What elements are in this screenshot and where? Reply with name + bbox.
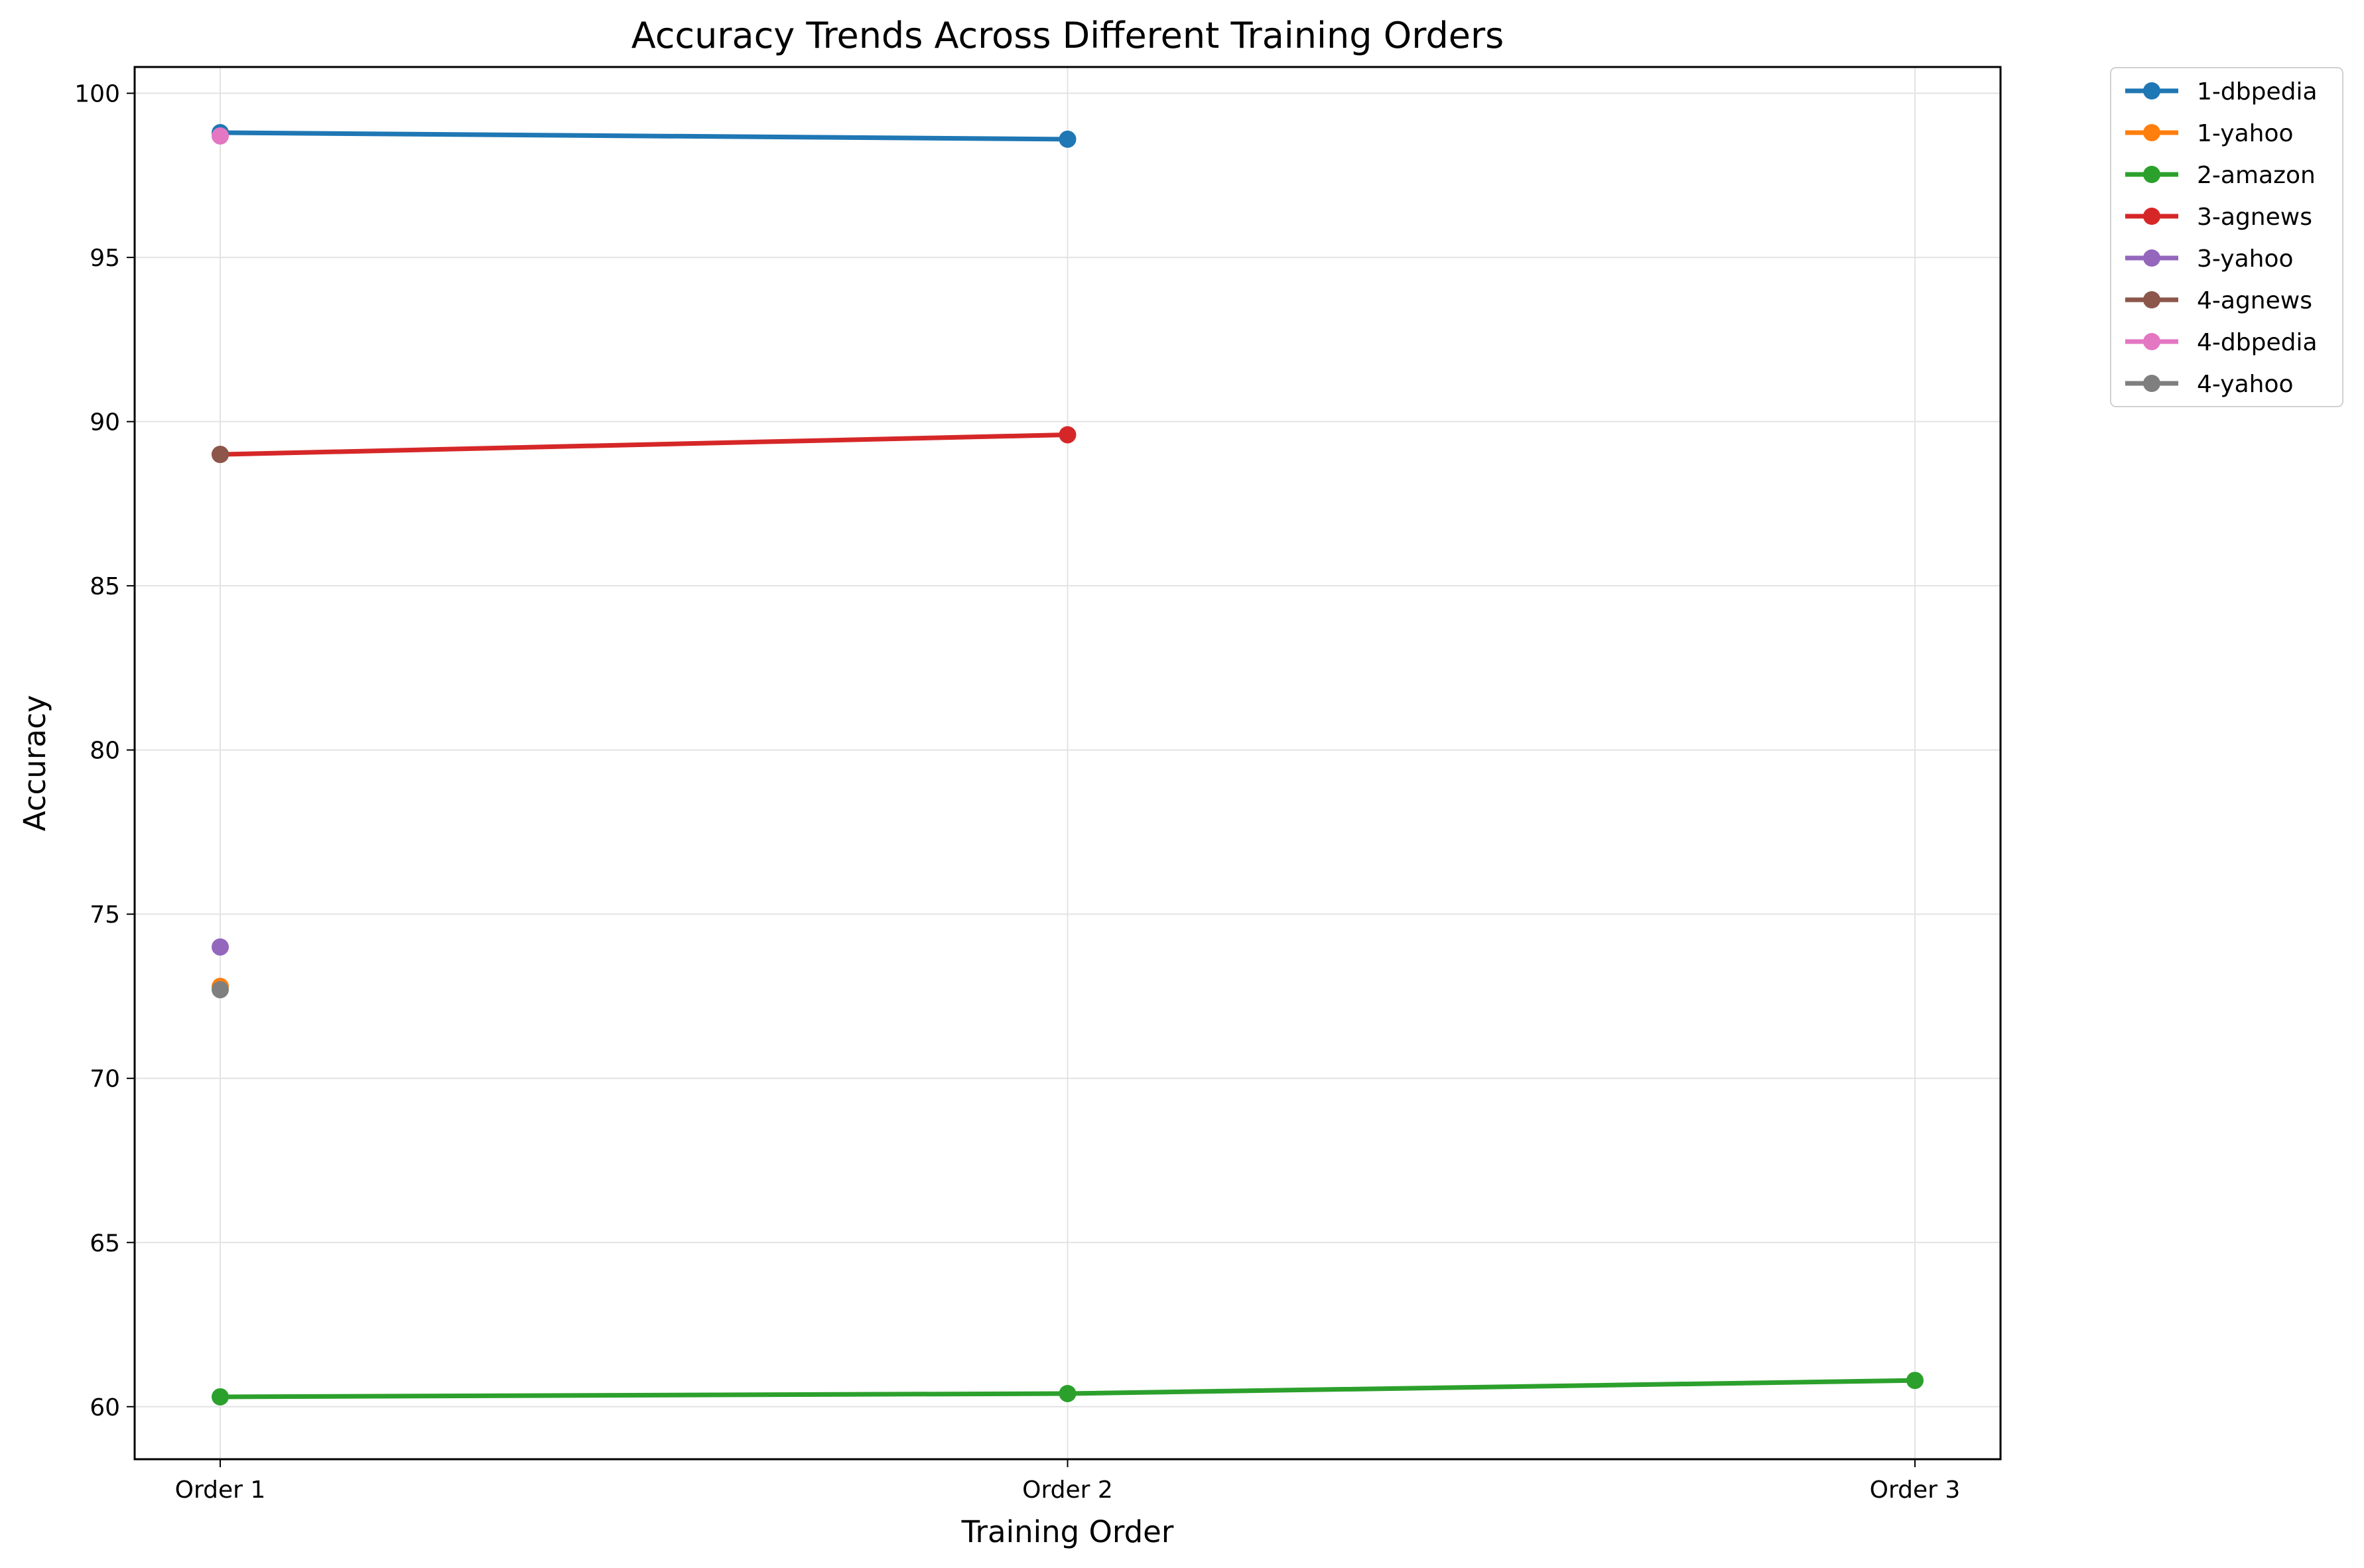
y-tick-label: 95	[90, 245, 120, 272]
y-tick-label: 85	[90, 573, 120, 600]
series-4-yahoo	[212, 981, 229, 999]
legend-item-2-amazon: 2-amazon	[2125, 162, 2316, 189]
legend-label: 3-yahoo	[2197, 245, 2294, 273]
legend-item-4-dbpedia: 4-dbpedia	[2125, 329, 2318, 356]
legend-marker	[2143, 166, 2160, 183]
y-tick-label: 75	[90, 901, 120, 929]
legend-item-3-agnews: 3-agnews	[2125, 204, 2312, 231]
legend-label: 4-yahoo	[2197, 371, 2294, 398]
grid-lines	[135, 67, 2001, 1459]
legend-item-3-yahoo: 3-yahoo	[2125, 245, 2294, 273]
axis-ticks: Order 1 Order 2 Order 3 60 65 70 75 80 85 90 95 100	[74, 81, 1960, 1504]
legend-marker	[2143, 375, 2160, 392]
chart-title: Accuracy Trends Across Different Trainin…	[631, 15, 1504, 56]
x-tick-label: Order 3	[1870, 1476, 1961, 1504]
series-4-agnews	[212, 446, 229, 464]
data-point	[212, 1388, 229, 1405]
legend-marker	[2143, 124, 2160, 141]
data-point	[1059, 130, 1077, 148]
legend: 1-dbpedia 1-yahoo 2-amazon 3-agnews 3-yahoo 4…	[2110, 67, 2343, 407]
legend-marker	[2143, 249, 2160, 267]
y-tick-label: 100	[74, 81, 120, 108]
legend-marker	[2143, 291, 2160, 308]
series-2-amazon	[212, 1372, 1924, 1405]
data-point	[212, 981, 229, 999]
x-tick-label: Order 1	[175, 1476, 266, 1504]
y-tick-label: 90	[90, 409, 120, 436]
legend-label: 1-yahoo	[2197, 120, 2294, 147]
series-line	[218, 432, 1071, 457]
legend-item-1-yahoo: 1-yahoo	[2125, 120, 2294, 147]
legend-label: 4-agnews	[2197, 287, 2312, 314]
legend-marker	[2143, 82, 2160, 99]
data-point	[1059, 426, 1077, 444]
series-3-yahoo	[212, 938, 229, 956]
legend-label: 1-dbpedia	[2197, 78, 2318, 105]
x-axis-title: Training Order	[961, 1514, 1174, 1549]
legend-item-1-dbpedia: 1-dbpedia	[2125, 78, 2318, 105]
data-point	[1059, 1384, 1077, 1402]
y-tick-label: 80	[90, 738, 120, 765]
legend-label: 4-dbpedia	[2197, 329, 2318, 356]
series-group	[212, 124, 1924, 1405]
x-tick-label: Order 2	[1022, 1476, 1113, 1504]
legend-marker	[2143, 208, 2160, 225]
legend-item-4-yahoo: 4-yahoo	[2125, 371, 2294, 398]
y-tick-label: 70	[90, 1066, 120, 1093]
y-axis-title: Accuracy	[17, 695, 52, 831]
series-4-dbpedia	[212, 127, 229, 145]
series-line	[218, 130, 1071, 142]
data-point	[212, 446, 229, 464]
y-tick-label: 65	[90, 1230, 120, 1257]
data-point	[212, 938, 229, 956]
y-tick-label: 60	[90, 1394, 120, 1421]
data-point	[212, 127, 229, 145]
legend-label: 3-agnews	[2197, 204, 2312, 231]
legend-marker	[2143, 333, 2160, 350]
legend-frame	[2110, 67, 2343, 407]
data-point	[1906, 1372, 1924, 1390]
legend-item-4-agnews: 4-agnews	[2125, 287, 2312, 314]
legend-label: 2-amazon	[2197, 162, 2316, 189]
